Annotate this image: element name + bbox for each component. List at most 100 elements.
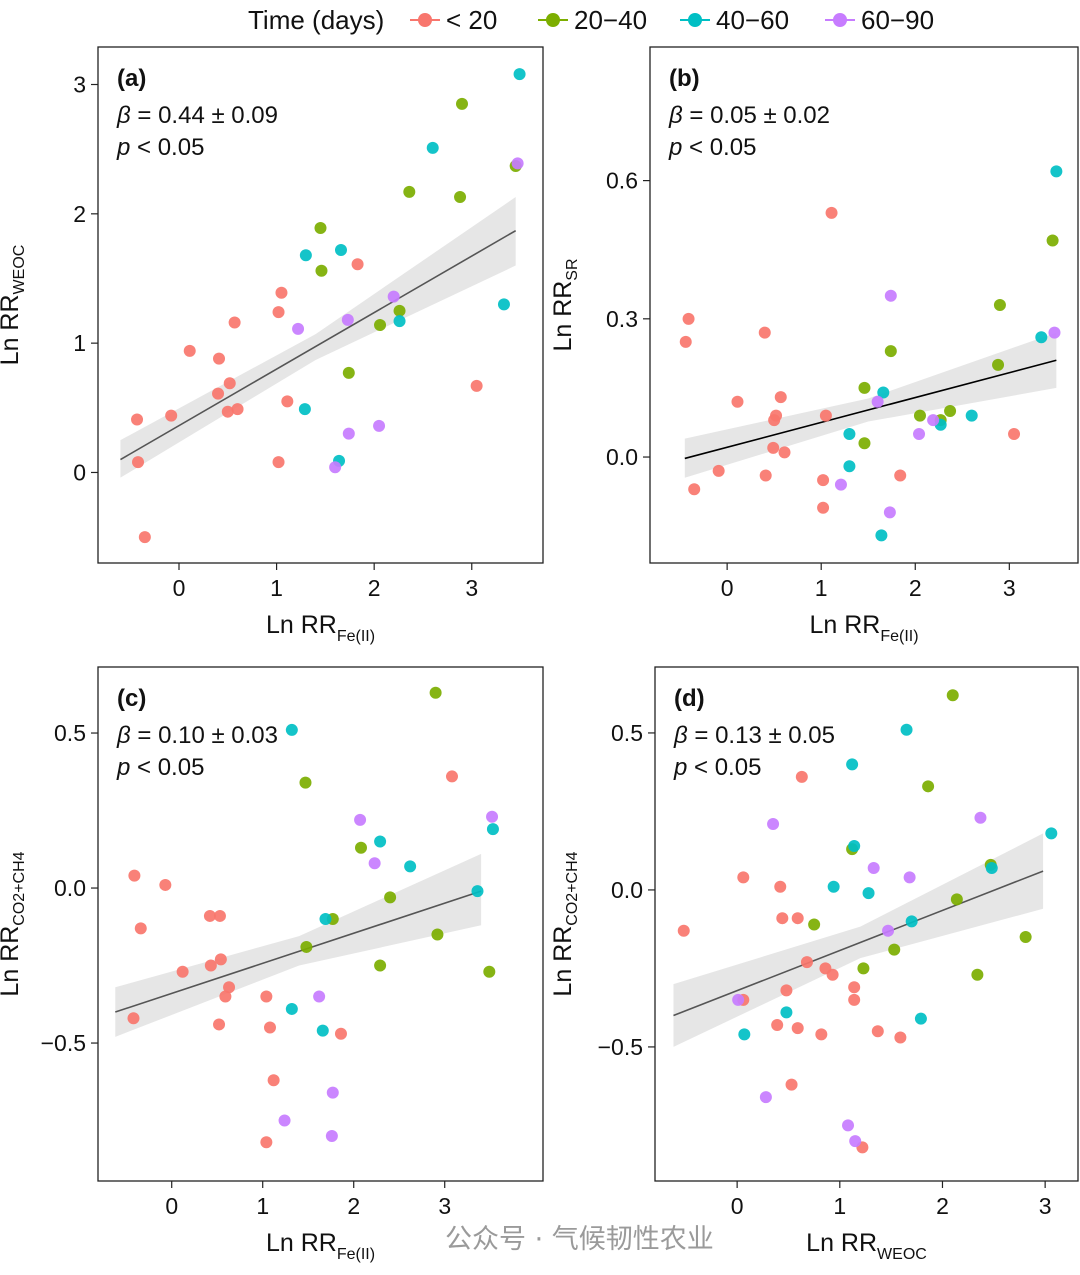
data-point [843, 460, 856, 473]
data-point [342, 427, 355, 440]
data-point [817, 474, 830, 487]
data-point [848, 993, 861, 1006]
data-point [688, 483, 701, 496]
p-stat: p < 0.05 [668, 134, 756, 161]
data-point [791, 912, 804, 925]
data-point [778, 446, 791, 459]
regression-line [115, 890, 482, 1013]
y-axis-label-main: Ln RR [0, 926, 24, 997]
y-tick-label: 0.0 [611, 877, 643, 903]
data-point [759, 1091, 772, 1104]
y-tick-label: 0 [73, 459, 86, 485]
data-point [843, 428, 856, 440]
data-point [393, 304, 406, 317]
y-axis-label: Ln RRWEOC [0, 245, 28, 366]
x-axis-label: Ln RRWEOC [806, 1229, 927, 1263]
x-axis-label: Ln RRFe(II) [809, 611, 918, 645]
data-point [825, 206, 838, 219]
data-point [368, 857, 381, 870]
data-point [470, 379, 483, 392]
data-point [771, 1018, 784, 1031]
data-point [497, 298, 510, 311]
data-point [454, 191, 467, 204]
data-point [159, 878, 172, 891]
series-0 [679, 206, 1021, 514]
panel-label: (a) [117, 65, 146, 92]
data-point [341, 313, 354, 326]
data-point [950, 893, 963, 906]
data-point [445, 770, 458, 783]
data-point [795, 770, 808, 783]
y-axis-label: Ln RRSR [549, 258, 581, 351]
data-point [354, 813, 367, 826]
data-point [272, 456, 285, 469]
data-point [315, 264, 328, 277]
y-tick-label: 2 [73, 201, 86, 227]
x-tick-label: 2 [936, 1193, 949, 1219]
watermark: 公众号 · 气候韧性农业 [445, 1224, 714, 1255]
data-point [1048, 326, 1061, 339]
x-axis-label: Ln RRFe(II) [266, 1229, 375, 1263]
data-point [134, 922, 147, 935]
data-point [857, 962, 870, 975]
data-point [883, 506, 896, 519]
data-point [1050, 165, 1063, 178]
panel-b: 0 1 2 30.00.30.6Ln RRFe(II)Ln RRSR(b)β = 0.… [549, 46, 1079, 645]
data-point [846, 758, 859, 771]
data-point [260, 1136, 273, 1149]
data-point [1035, 331, 1048, 344]
series-3 [732, 811, 987, 1148]
data-point [374, 319, 387, 332]
p-value: < 0.05 [694, 754, 761, 781]
data-point [731, 395, 744, 408]
data-point [272, 306, 285, 319]
plot-frame [97, 46, 544, 564]
beta-stat: β = 0.44 ± 0.09 [116, 102, 278, 129]
data-point [374, 835, 387, 848]
data-point [780, 984, 793, 997]
beta-stat: β = 0.05 ± 0.02 [668, 102, 830, 129]
p-symbol: p [116, 754, 137, 781]
beta-symbol: β [116, 102, 137, 129]
data-point [914, 1012, 927, 1025]
legend-title: Time (days) [248, 5, 384, 35]
x-tick-label: 0 [731, 1193, 744, 1219]
data-point [862, 887, 875, 900]
y-axis-label-sub: CO2+CH4 [11, 851, 28, 925]
data-point [285, 1002, 298, 1015]
panel-label: (b) [669, 65, 700, 92]
data-point [1008, 428, 1021, 440]
beta-value: = 0.13 ± 0.05 [694, 722, 835, 749]
data-point [131, 413, 144, 426]
data-point [780, 1006, 793, 1019]
data-point [314, 222, 327, 235]
x-axis-label-main: Ln RR [806, 1229, 877, 1257]
legend-dot-icon [546, 13, 560, 27]
beta-value: = 0.44 ± 0.09 [137, 102, 278, 129]
data-point [183, 344, 196, 357]
confidence-band [684, 332, 1057, 478]
beta-symbol: β [116, 722, 137, 749]
data-point [1019, 931, 1032, 944]
data-point [900, 723, 913, 736]
data-point [263, 1021, 276, 1034]
y-axis-label-main: Ln RR [549, 281, 577, 352]
data-point [221, 405, 234, 418]
data-point [429, 686, 442, 699]
series-0 [131, 258, 483, 544]
data-point [212, 387, 225, 400]
x-axis-label-sub: Fe(II) [337, 628, 375, 645]
data-point [842, 1119, 855, 1132]
data-point [299, 776, 312, 789]
p-value: < 0.05 [137, 754, 204, 781]
data-point [285, 723, 298, 736]
x-tick-label: 3 [465, 575, 478, 601]
data-point [965, 409, 978, 422]
data-point [774, 391, 787, 404]
data-point [737, 871, 750, 884]
beta-symbol: β [673, 722, 694, 749]
data-point [849, 1135, 862, 1148]
data-point [767, 817, 780, 830]
